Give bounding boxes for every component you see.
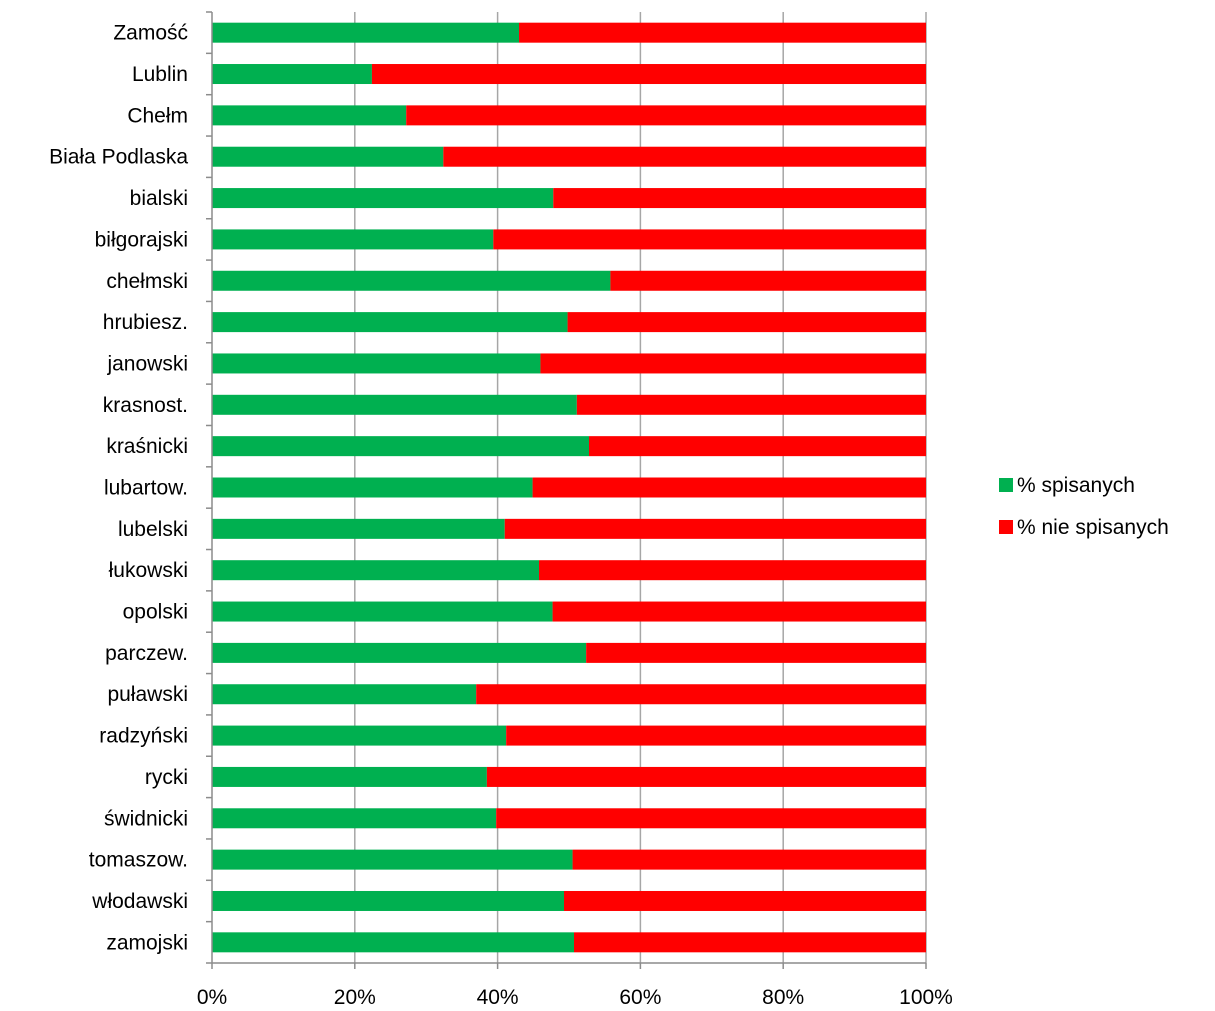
bar-nie-spisanych-radzynski <box>506 725 926 746</box>
bar-nie-spisanych-bilgorajski <box>493 229 926 250</box>
category-label: zamojski <box>106 931 188 954</box>
x-tick-label: 40% <box>477 986 519 1009</box>
bar-nie-spisanych-zamojski <box>573 932 926 953</box>
bar-spisanych-parczew <box>212 642 587 663</box>
bar-spisanych-rycki <box>212 766 487 787</box>
legend: % spisanych % nie spisanych <box>999 474 1169 539</box>
category-label: hrubiesz. <box>103 311 188 334</box>
bar-nie-spisanych-zamosc <box>519 22 926 43</box>
bar-nie-spisanych-biala-podlaska <box>443 146 926 167</box>
category-label: krasnost. <box>103 394 188 417</box>
x-tick-labels: 0% 20% 40% 60% 80% 100% <box>197 986 953 1009</box>
bar-spisanych-hrubiesz <box>212 312 568 333</box>
bar-spisanych-opolski <box>212 601 553 622</box>
bar-nie-spisanych-chelmski <box>610 270 926 291</box>
category-label: Chełm <box>127 104 188 127</box>
category-label: łukowski <box>109 559 188 582</box>
category-labels: Zamość Lublin Chełm Biała Podlaska bialski bi… <box>49 22 188 955</box>
bar-spisanych-lukowski <box>212 560 540 581</box>
category-label: Biała Podlaska <box>49 146 188 169</box>
category-label: bialski <box>130 187 188 210</box>
bar-nie-spisanych-rycki <box>486 766 926 787</box>
x-tick-label: 100% <box>899 986 953 1009</box>
bar-spisanych-bialski <box>212 188 554 209</box>
bar-spisanych-lubelski <box>212 518 505 539</box>
category-label: Zamość <box>113 22 188 45</box>
x-tick-label: 80% <box>762 986 804 1009</box>
bar-spisanych-zamojski <box>212 932 574 953</box>
bar-nie-spisanych-krasnost <box>576 394 926 415</box>
legend-swatch-spisanych <box>999 478 1013 492</box>
legend-label-nie-spisanych: % nie spisanych <box>1017 516 1169 539</box>
bar-spisanych-radzynski <box>212 725 507 746</box>
category-label: puławski <box>107 683 188 706</box>
bar-spisanych-krasnost <box>212 394 577 415</box>
bar-nie-spisanych-wlodawski <box>564 890 926 911</box>
bar-spisanych-chelm <box>212 105 407 126</box>
bar-spisanych-janowski <box>212 353 541 374</box>
bar-nie-spisanych-tomaszow <box>572 849 926 870</box>
bar-nie-spisanych-krasnicki <box>588 436 926 457</box>
category-label: rycki <box>145 766 188 789</box>
bar-spisanych-lubartow <box>212 477 533 498</box>
category-label: Lublin <box>132 63 188 86</box>
bar-spisanych-chelmski <box>212 270 611 291</box>
bar-nie-spisanych-lukowski <box>539 560 926 581</box>
bars <box>212 22 926 953</box>
category-label: parczew. <box>105 642 188 665</box>
category-label: chełmski <box>106 270 188 293</box>
bar-spisanych-krasnicki <box>212 436 589 457</box>
legend-swatch-nie-spisanych <box>999 520 1013 534</box>
category-label: włodawski <box>91 890 188 913</box>
bar-spisanych-wlodawski <box>212 890 565 911</box>
bar-nie-spisanych-bialski <box>553 188 926 209</box>
bar-spisanych-tomaszow <box>212 849 573 870</box>
bar-spisanych-biala-podlaska <box>212 146 444 167</box>
bar-spisanych-pulawski <box>212 684 477 705</box>
bar-spisanych-bilgorajski <box>212 229 494 250</box>
bar-nie-spisanych-janowski <box>540 353 926 374</box>
bar-spisanych-lublin <box>212 64 372 85</box>
category-label: kraśnicki <box>106 435 188 458</box>
category-label: świdnicki <box>104 807 188 830</box>
category-label: lubelski <box>118 518 188 541</box>
category-label: janowski <box>106 352 188 375</box>
legend-label-spisanych: % spisanych <box>1017 474 1135 497</box>
bar-nie-spisanych-pulawski <box>476 684 926 705</box>
x-tick-label: 0% <box>197 986 227 1009</box>
bar-nie-spisanych-opolski <box>552 601 926 622</box>
category-label: biłgorajski <box>95 228 188 251</box>
bar-nie-spisanych-chelm <box>406 105 926 126</box>
category-label: lubartow. <box>104 477 188 500</box>
bar-nie-spisanych-lubelski <box>504 518 926 539</box>
x-tick-label: 60% <box>619 986 661 1009</box>
category-label: opolski <box>123 601 188 624</box>
bar-nie-spisanych-swidnicki <box>496 808 926 829</box>
bar-spisanych-zamosc <box>212 22 520 43</box>
bar-nie-spisanych-lubartow <box>532 477 926 498</box>
bar-spisanych-swidnicki <box>212 808 497 829</box>
category-label: tomaszow. <box>89 849 188 872</box>
x-tick-label: 20% <box>334 986 376 1009</box>
category-label: radzyński <box>99 725 188 748</box>
bar-nie-spisanych-hrubiesz <box>567 312 926 333</box>
bar-nie-spisanych-parczew <box>586 642 926 663</box>
bar-nie-spisanych-lublin <box>371 64 926 85</box>
axes <box>206 11 927 969</box>
